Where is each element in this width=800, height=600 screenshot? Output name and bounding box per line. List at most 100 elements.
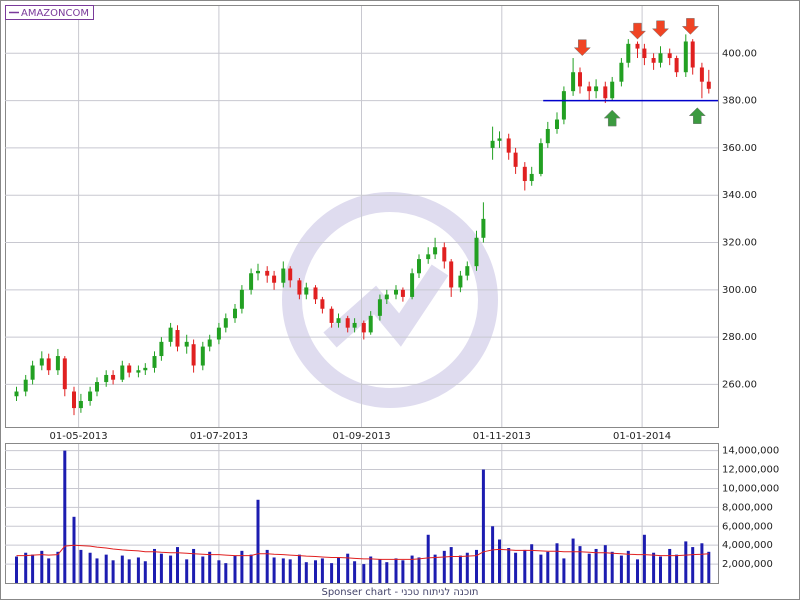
- candle-body: [78, 400, 83, 409]
- volume-bar: [426, 534, 430, 583]
- volume-bar: [481, 469, 485, 583]
- candle-body: [400, 289, 405, 297]
- y-tick-label: 4,000,000: [722, 540, 773, 551]
- candle-body: [377, 299, 382, 316]
- candle-body: [417, 259, 421, 274]
- volume-bar: [233, 555, 237, 583]
- volume-bar: [668, 548, 672, 583]
- volume-bar: [224, 563, 228, 583]
- volume-bar: [594, 548, 598, 583]
- candle-body: [683, 41, 688, 73]
- volume-bar: [458, 555, 462, 583]
- volume-bar: [546, 551, 550, 583]
- candle-body: [223, 318, 228, 328]
- candle-body: [184, 341, 189, 347]
- candle-body: [490, 140, 495, 148]
- y-tick-label: 2,000,000: [722, 559, 773, 570]
- candle-body: [642, 48, 647, 59]
- volume-bar: [159, 553, 163, 583]
- candle-body: [458, 275, 463, 288]
- volume-bar: [288, 559, 292, 583]
- x-tick-label: 01-09-2013: [332, 431, 390, 442]
- volume-bar: [153, 548, 156, 583]
- candle-body: [143, 367, 148, 371]
- volume-bar: [136, 557, 140, 583]
- candle-body: [545, 128, 550, 144]
- volume-bar: [700, 543, 704, 583]
- volume-bar: [562, 558, 566, 583]
- volume-bar: [40, 550, 44, 583]
- candle-body: [658, 53, 663, 63]
- volume-bar: [314, 560, 317, 583]
- candle-body: [410, 273, 415, 297]
- volume-bar: [691, 547, 695, 583]
- watermark: [282, 192, 498, 408]
- candle-body: [249, 273, 254, 290]
- volume-bar: [642, 534, 646, 583]
- volume-bar: [491, 526, 495, 583]
- volume-bar: [401, 560, 405, 583]
- watermark-mark: [323, 264, 449, 348]
- candle-body: [136, 370, 141, 373]
- volume-bar: [111, 560, 115, 583]
- signal-arrow: [681, 18, 700, 35]
- volume-bar: [249, 554, 253, 583]
- candle-body: [561, 91, 566, 120]
- volume-bar: [346, 553, 350, 583]
- volume-bar: [571, 538, 575, 583]
- candle-body: [368, 315, 373, 333]
- volume-bar: [15, 556, 18, 583]
- candle-body: [88, 391, 93, 401]
- candle-body: [111, 374, 116, 380]
- volume-bar: [31, 554, 35, 583]
- candle-body: [14, 391, 19, 397]
- candle-body: [610, 81, 615, 99]
- volume-bar: [143, 561, 147, 583]
- volume-bar: [185, 559, 189, 583]
- volume-bar: [410, 555, 414, 583]
- candle-body: [651, 58, 656, 63]
- y-tick-label: 300.00: [722, 285, 757, 296]
- volume-bar: [530, 544, 534, 583]
- candle-body: [104, 374, 109, 383]
- candle-body: [465, 266, 470, 276]
- candle-body: [207, 339, 212, 347]
- candle-body: [433, 247, 438, 255]
- volume-bar: [79, 549, 83, 583]
- candle-body: [297, 280, 302, 295]
- volume-bar: [281, 558, 285, 583]
- volume-bar: [95, 558, 99, 583]
- candle-body: [345, 318, 350, 328]
- candle-body: [442, 247, 447, 262]
- volume-bar: [192, 548, 196, 583]
- legend-box: [5, 5, 94, 20]
- y-tick-label: 260.00: [722, 379, 757, 390]
- candle-body: [329, 308, 334, 323]
- volume-bar: [603, 545, 607, 583]
- signal-arrow: [688, 107, 706, 124]
- candle-body: [127, 365, 132, 373]
- volume-bar: [208, 551, 212, 583]
- y-tick-label: 14,000,000: [722, 446, 779, 457]
- y-tick-label: 12,000,000: [722, 465, 779, 476]
- volume-bar: [707, 551, 711, 583]
- volume-layer: 2,000,000 4,000,000 6,000,000 8,000,000 10,0…: [5, 444, 779, 583]
- signal-arrow: [651, 20, 670, 38]
- volume-bar: [578, 546, 582, 583]
- y-tick-label: 320.00: [722, 238, 757, 249]
- volume-bar: [176, 547, 179, 583]
- signal-arrow: [628, 22, 647, 40]
- volume-bar: [498, 539, 501, 583]
- volume-bar: [378, 559, 382, 583]
- candle-body: [699, 67, 704, 82]
- volume-bar: [619, 555, 623, 583]
- candle-body: [200, 346, 205, 366]
- y-tick-label: 10,000,000: [722, 483, 779, 494]
- watermark-ring: [282, 192, 498, 408]
- volume-bar: [362, 564, 366, 583]
- volume-bar: [297, 554, 301, 583]
- candle-body: [361, 322, 366, 333]
- candle-body: [449, 261, 454, 288]
- candle-body: [233, 308, 237, 319]
